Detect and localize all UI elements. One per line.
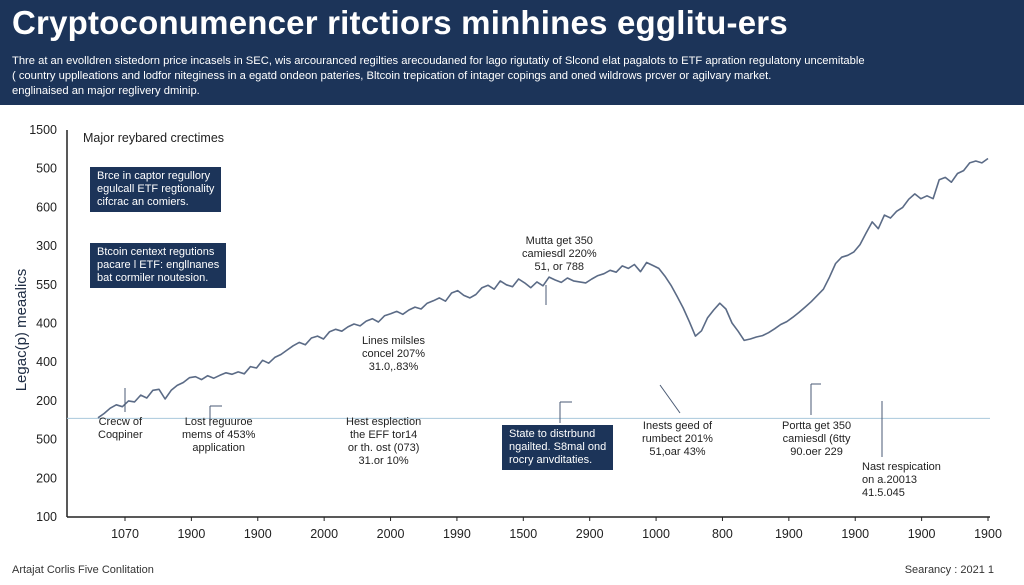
- x-tick-label: 1900: [244, 527, 272, 541]
- y-tick-label: 500: [36, 433, 57, 447]
- y-tick-label: 400: [36, 317, 57, 331]
- info-box-3: State to distrbund ngailted. S8mal ond r…: [502, 425, 614, 470]
- x-tick-label: 1900: [974, 527, 1002, 541]
- y-tick-label: 600: [36, 200, 57, 214]
- footer-source: Artajat Corlis Five Conlitation: [12, 564, 154, 576]
- annotation-hest: Hest esplection the EFF tor14 or th. ost…: [346, 416, 422, 467]
- annotation-mutta: Mutta get 350 camiesdl 220% 51, or 788: [522, 235, 597, 273]
- subtitle-line: englinaised an major reglivery dminip.: [12, 85, 200, 97]
- x-tick-label: 2000: [310, 527, 338, 541]
- x-tick-label: 1500: [509, 527, 537, 541]
- page-subtitle: Thre at an evolldren sistedorn price inc…: [12, 54, 1012, 99]
- chart-title: Major reybared crectimes: [83, 131, 224, 145]
- x-tick-label: 2900: [576, 527, 604, 541]
- y-tick-label: 100: [36, 510, 57, 524]
- info-box-1: Brce in captor regullory egulcall ETF re…: [90, 167, 222, 212]
- x-tick-label: 1900: [177, 527, 205, 541]
- x-tick-label: 1990: [443, 527, 471, 541]
- x-tick-label: 1070: [111, 527, 139, 541]
- x-tick-label: 1900: [775, 527, 803, 541]
- x-tick-label: 2000: [377, 527, 405, 541]
- y-axis-label: Legac(p) meaalics: [13, 269, 30, 392]
- annotation-lost: Lost reguuroe mems of 453% application: [182, 416, 256, 454]
- x-tick-label: 800: [712, 527, 733, 541]
- subtitle-line: ( country upplleations and lodfor nitegi…: [12, 70, 772, 82]
- line-chart: 1500 500 600 300 550 400 400 200 500 200 100 1070 19…: [13, 123, 1002, 541]
- annotation-nast: Nast respication on a.20013 41.5.045: [862, 461, 941, 499]
- annotation-lines: Lines milsles concel 207% 31.0,.83%: [362, 335, 425, 373]
- annotation-crecw: Crecw of Coqpiner: [98, 416, 143, 441]
- y-tick-label: 1500: [29, 123, 57, 137]
- y-tick-label: 200: [36, 394, 57, 408]
- y-tick-label: 500: [36, 162, 57, 176]
- y-tick-label: 550: [36, 278, 57, 292]
- y-tick-label: 200: [36, 471, 57, 485]
- annotation-connector: [659, 384, 681, 414]
- y-tick-label: 400: [36, 355, 57, 369]
- x-tick-label: 1900: [841, 527, 869, 541]
- x-tick-label: 1900: [908, 527, 936, 541]
- subtitle-line: Thre at an evolldren sistedorn price inc…: [12, 55, 865, 67]
- annotation-inests: Inests geed of rumbect 201% 51,oar 43%: [642, 420, 713, 458]
- y-tick-label: 300: [36, 239, 57, 253]
- info-box-2: Btcoin centext regutions pacare l ETF: e…: [90, 243, 227, 288]
- x-tick-label: 1000: [642, 527, 670, 541]
- series-line-price: [97, 157, 989, 419]
- annotation-portta: Portta get 350 camiesdl (6tty 90.oer 229: [782, 420, 852, 458]
- header-banner: Cryptoconumencer ritctiors minhines eggl…: [0, 0, 1024, 105]
- footer-date: Searancy : 2021 1: [904, 564, 994, 576]
- page-title: Cryptoconumencer ritctiors minhines eggl…: [12, 4, 788, 41]
